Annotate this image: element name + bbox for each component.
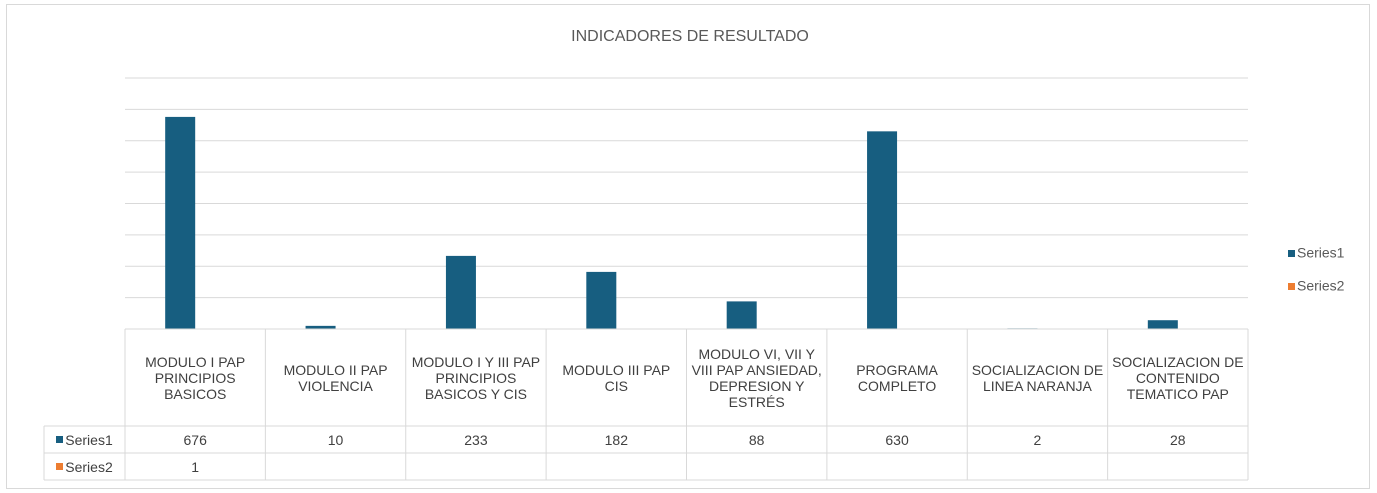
x-tick-label-text: MODULO III PAP CIS bbox=[562, 361, 671, 394]
bar bbox=[867, 131, 898, 329]
data-label-box bbox=[827, 453, 967, 480]
x-tick-label: MODULO III PAP CIS bbox=[549, 329, 683, 426]
data-label-box: 10 bbox=[265, 426, 405, 453]
data-label: 1 bbox=[125, 453, 265, 480]
data-label-text: 182 bbox=[604, 431, 628, 448]
x-tick-label: SOCIALIZACION DE LINEA NARANJA bbox=[970, 329, 1104, 426]
chart-title: INDICADORES DE RESULTADO bbox=[571, 28, 809, 45]
data-label-box bbox=[687, 453, 827, 480]
data-label-box bbox=[265, 453, 405, 480]
legend-swatch bbox=[56, 436, 64, 443]
x-tick-label-text: PROGRAMA COMPLETO bbox=[856, 361, 938, 394]
data-label-box: 88 bbox=[687, 426, 827, 453]
data-label-box: 676 bbox=[125, 426, 265, 453]
x-tick-label: MODULO I Y III PAP PRINCIPIOS BASICOS Y … bbox=[409, 329, 543, 426]
table-row-label: Series1 bbox=[44, 426, 125, 453]
data-label bbox=[967, 453, 1107, 480]
data-label-box: 1 bbox=[125, 453, 265, 480]
data-label bbox=[1108, 453, 1248, 480]
data-label-text: 630 bbox=[885, 431, 909, 448]
x-tick-label-box: MODULO I PAP PRINCIPIOS BASICOS bbox=[128, 329, 262, 426]
data-label: 676 bbox=[125, 426, 265, 453]
table-row-label-text: Series1 bbox=[65, 431, 113, 448]
bar bbox=[305, 325, 336, 329]
x-tick-label-box: MODULO VI, VII Y VIII PAP ANSIEDAD, DEPR… bbox=[690, 329, 824, 426]
data-label-box bbox=[406, 453, 546, 480]
data-label-box: 2 bbox=[967, 426, 1107, 453]
x-tick-label-box: MODULO I Y III PAP PRINCIPIOS BASICOS Y … bbox=[409, 329, 543, 426]
bar bbox=[1147, 320, 1178, 329]
data-label-box: 28 bbox=[1108, 426, 1248, 453]
table-row-label-text: Series2 bbox=[65, 458, 113, 475]
data-label-box: 233 bbox=[406, 426, 546, 453]
legend-swatch bbox=[56, 463, 64, 470]
legend-swatch bbox=[1288, 250, 1295, 257]
data-label bbox=[265, 453, 405, 480]
x-tick-label-text: MODULO I Y III PAP PRINCIPIOS BASICOS Y … bbox=[411, 353, 541, 402]
data-label-box: 630 bbox=[827, 426, 967, 453]
data-label bbox=[546, 453, 686, 480]
x-tick-label: PROGRAMA COMPLETO bbox=[830, 329, 964, 426]
data-label-box bbox=[546, 453, 686, 480]
data-label-text: 10 bbox=[327, 431, 344, 448]
data-label-text: 676 bbox=[183, 431, 207, 448]
bar bbox=[726, 301, 757, 329]
x-tick-label-text: MODULO I PAP PRINCIPIOS BASICOS bbox=[145, 353, 246, 402]
data-label: 88 bbox=[687, 426, 827, 453]
data-label-text: 233 bbox=[464, 431, 488, 448]
table-row-label-box: Series1 bbox=[44, 426, 125, 453]
x-tick-label-box: MODULO III PAP CIS bbox=[549, 329, 683, 426]
x-tick-label-box: PROGRAMA COMPLETO bbox=[830, 329, 964, 426]
data-label-text: 2 bbox=[1033, 431, 1042, 448]
data-label bbox=[406, 453, 546, 480]
legend-label: Series1 bbox=[1297, 245, 1345, 261]
x-tick-label: SOCIALIZACION DE CONTENIDO TEMATICO PAP bbox=[1111, 329, 1245, 426]
x-tick-label: MODULO I PAP PRINCIPIOS BASICOS bbox=[128, 329, 262, 426]
data-label-text: 88 bbox=[748, 431, 765, 448]
data-label-text: 28 bbox=[1170, 431, 1186, 448]
data-label: 28 bbox=[1108, 426, 1248, 453]
bar bbox=[165, 116, 196, 329]
legend-swatch bbox=[1288, 283, 1295, 290]
legend-label: Series2 bbox=[1297, 278, 1345, 294]
data-label bbox=[687, 453, 827, 480]
x-tick-label-box: MODULO II PAP VIOLENCIA bbox=[268, 329, 402, 426]
data-label: 10 bbox=[265, 426, 405, 453]
data-label-box bbox=[1108, 453, 1248, 480]
table-row-label-box: Series2 bbox=[44, 453, 125, 480]
data-label: 630 bbox=[827, 426, 967, 453]
bar bbox=[586, 271, 617, 329]
data-label: 182 bbox=[546, 426, 686, 453]
x-tick-label-text: SOCIALIZACION DE LINEA NARANJA bbox=[971, 361, 1104, 394]
data-label-box: 182 bbox=[546, 426, 686, 453]
data-label: 2 bbox=[967, 426, 1107, 453]
data-label-box bbox=[967, 453, 1107, 480]
x-tick-label: MODULO VI, VII Y VIII PAP ANSIEDAD, DEPR… bbox=[690, 329, 824, 426]
data-label: 233 bbox=[406, 426, 546, 453]
table-row-label: Series2 bbox=[44, 453, 125, 480]
x-tick-label-text: MODULO II PAP VIOLENCIA bbox=[283, 361, 388, 394]
x-tick-label-text: MODULO VI, VII Y VIII PAP ANSIEDAD, DEPR… bbox=[691, 345, 822, 410]
chart-border bbox=[6, 4, 1370, 489]
x-tick-label-box: SOCIALIZACION DE LINEA NARANJA bbox=[970, 329, 1104, 426]
x-tick-label-text: SOCIALIZACION DE CONTENIDO TEMATICO PAP bbox=[1112, 353, 1244, 402]
data-label bbox=[827, 453, 967, 480]
data-label-text: 1 bbox=[191, 458, 200, 475]
x-tick-label: MODULO II PAP VIOLENCIA bbox=[268, 329, 402, 426]
x-tick-label-box: SOCIALIZACION DE CONTENIDO TEMATICO PAP bbox=[1111, 329, 1245, 426]
bar bbox=[445, 255, 476, 329]
